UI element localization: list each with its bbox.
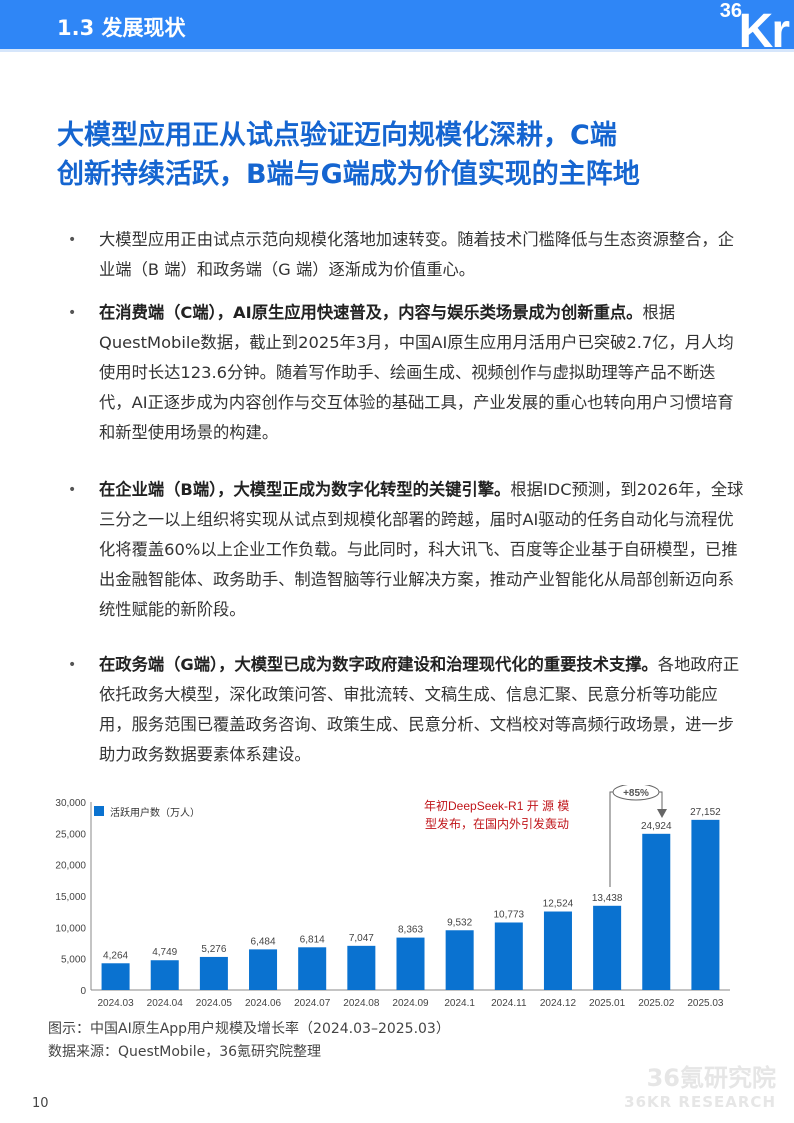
data-label: 8,363 xyxy=(398,925,423,936)
annotation-line: 年初DeepSeek-R1 开 源 模 xyxy=(424,799,569,813)
data-label: 13,438 xyxy=(592,893,623,904)
data-label: 6,484 xyxy=(251,936,276,947)
legend-label: 活跃用户数（万人） xyxy=(110,806,200,819)
bullet-text: 各地政府正依托政务大模型，深化政策问答、审批流转、文稿生成、信息汇聚、民意分析等… xyxy=(99,655,740,764)
data-label: 10,773 xyxy=(494,909,525,920)
data-label: 5,276 xyxy=(201,944,226,955)
source-caption: 数据来源：QuestMobile，36氪研究院整理 xyxy=(48,1044,322,1060)
section-title: 1.3 发展现状 xyxy=(57,16,186,40)
page-number: 10 xyxy=(32,1096,49,1111)
y-tick-label: 25,000 xyxy=(55,829,86,840)
y-tick-label: 0 xyxy=(80,986,86,997)
bar xyxy=(150,960,179,990)
data-label: 12,524 xyxy=(543,899,574,910)
bar xyxy=(691,819,720,990)
bar xyxy=(445,930,474,990)
data-label: 27,152 xyxy=(690,807,721,818)
bar xyxy=(347,945,376,990)
y-tick-label: 20,000 xyxy=(55,861,86,872)
x-tick-label: 2024.03 xyxy=(97,998,134,1009)
bullet-text: 大模型应用正由试点示范向规模化落地加速转变。随着技术门槛降低与生态资源整合，企业… xyxy=(99,230,734,279)
x-tick-label: 2024.04 xyxy=(147,998,184,1009)
x-tick-label: 2025.01 xyxy=(589,998,626,1009)
growth-label: +85% xyxy=(623,788,649,799)
bar-chart: 0 5,000 10,000 15,000 20,000 25,000 30,000 4,26… xyxy=(55,785,730,1009)
x-tick-label: 2024.06 xyxy=(245,998,282,1009)
data-label: 24,924 xyxy=(641,821,672,832)
bullet-icon: • xyxy=(68,657,77,673)
bullet-text: 根据QuestMobile数据，截止到2025年3月，中国AI原生应用月活用户已… xyxy=(99,303,734,442)
bullet-icon: • xyxy=(68,232,77,248)
x-tick-label: 2024.12 xyxy=(540,998,577,1009)
bar xyxy=(249,949,278,990)
data-label: 4,749 xyxy=(152,947,177,958)
bar xyxy=(494,922,523,990)
legend-swatch xyxy=(94,806,104,816)
x-tick-label: 2024.09 xyxy=(392,998,429,1009)
bullet-bold: 在政务端（G端），大模型已成为数字政府建设和治理现代化的重要技术支撑。 xyxy=(99,655,658,674)
bullet-bold: 在企业端（B端），大模型正成为数字化转型的关键引擎。 xyxy=(99,480,511,499)
y-tick-label: 15,000 xyxy=(55,892,86,903)
x-tick-label: 2024.05 xyxy=(196,998,233,1009)
bar xyxy=(593,905,622,990)
annotation-line: 型发布，在国内外引发轰动 xyxy=(425,816,569,831)
title-line: 创新持续活跃，B端与G端成为价值实现的主阵地 xyxy=(57,159,640,190)
bar xyxy=(396,937,425,990)
bullet-icon: • xyxy=(68,482,77,498)
bullet-item: • 在政务端（G端），大模型已成为数字政府建设和治理现代化的重要技术支撑。各地政府… xyxy=(68,650,748,770)
bar xyxy=(543,911,572,990)
x-tick-label: 2025.02 xyxy=(638,998,675,1009)
section-header: 1.3 发展现状 36 Kr xyxy=(0,0,794,58)
bar xyxy=(298,947,327,990)
watermark: 36氪研究院 36KR RESEARCH xyxy=(624,1064,776,1111)
bullet-item: • 大模型应用正由试点示范向规模化落地加速转变。随着技术门槛降低与生态资源整合，企… xyxy=(68,225,748,285)
arrow-down-icon xyxy=(657,809,667,818)
x-tick-label: 2025.03 xyxy=(687,998,724,1009)
x-tick-label: 2024.11 xyxy=(491,998,527,1009)
x-tick-label: 2024.1 xyxy=(444,998,475,1009)
page-title: 大模型应用正从试点验证迈向规模化深耕，C端 创新持续活跃，B端与G端成为价值实现… xyxy=(57,116,757,194)
bullet-bold: 在消费端（C端），AI原生应用快速普及，内容与娱乐类场景成为创新重点。 xyxy=(99,303,643,322)
y-tick-label: 30,000 xyxy=(55,798,86,809)
data-label: 6,814 xyxy=(300,934,325,945)
data-label: 9,532 xyxy=(447,917,472,928)
x-tick-label: 2024.08 xyxy=(343,998,380,1009)
y-tick-label: 5,000 xyxy=(61,955,86,966)
bullet-icon: • xyxy=(68,305,77,321)
bullet-text: 根据IDC预测，到2026年，全球三分之一以上组织将实现从试点到规模化部署的跨越… xyxy=(99,480,744,619)
bullet-item: • 在企业端（B端），大模型正成为数字化转型的关键引擎。根据IDC预测，到2026… xyxy=(68,475,748,625)
bullet-item: • 在消费端（C端），AI原生应用快速普及，内容与娱乐类场景成为创新重点。根据Qu… xyxy=(68,298,748,448)
bar xyxy=(199,956,228,990)
data-label: 4,264 xyxy=(103,950,128,961)
figure-caption: 图示：中国AI原生App用户规模及增长率（2024.03–2025.03） xyxy=(48,1021,450,1037)
x-tick-label: 2024.07 xyxy=(294,998,331,1009)
data-label: 7,047 xyxy=(349,933,374,944)
title-line: 大模型应用正从试点验证迈向规模化深耕，C端 xyxy=(57,120,617,151)
bar xyxy=(642,833,671,990)
bar xyxy=(101,963,130,990)
growth-connector xyxy=(609,791,663,887)
y-tick-label: 10,000 xyxy=(55,923,86,934)
